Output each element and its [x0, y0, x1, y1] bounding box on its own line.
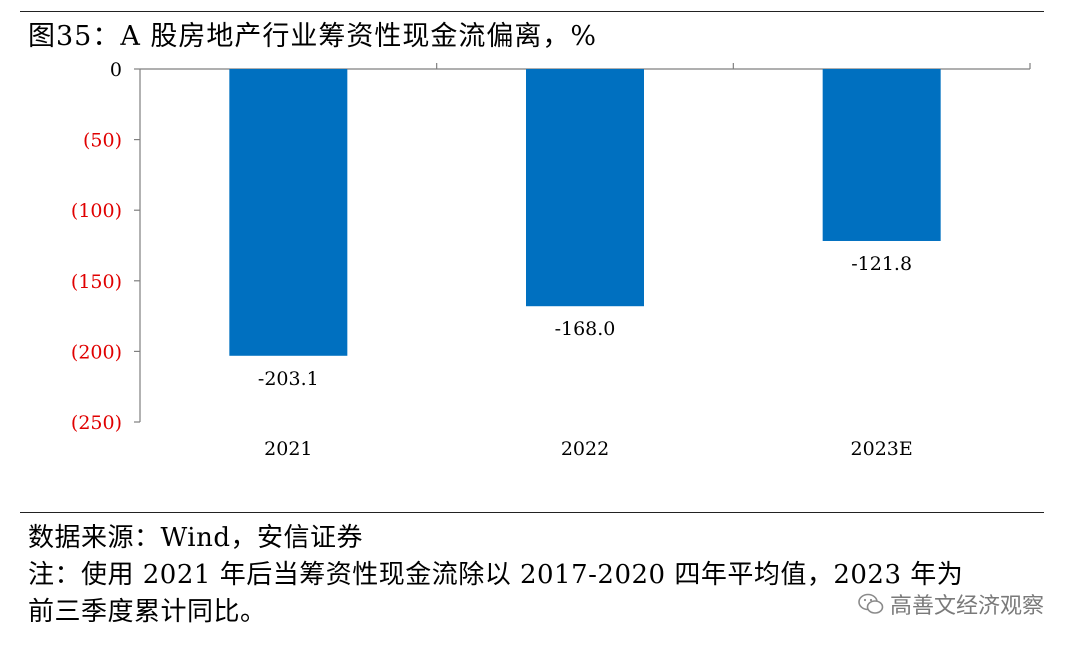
- source-text: 数据来源：Wind，安信证券: [28, 523, 363, 553]
- top-rule: [20, 11, 1044, 12]
- bar: [229, 69, 348, 356]
- data-label: -203.1: [258, 368, 319, 390]
- y-tick-label: (150): [71, 271, 122, 293]
- y-tick-label: (200): [71, 341, 122, 363]
- figure-title: 图35：A 股房地产行业筹资性现金流偏离，%: [28, 21, 598, 52]
- wechat-icon: [858, 593, 884, 614]
- bar-chart: 0 (50) (100) (150) (200) (250) -203.1 2021 -168.…: [71, 59, 1031, 460]
- watermark: 高善文经济观察: [858, 588, 1044, 620]
- bar: [822, 69, 941, 241]
- x-tick-label: 2023E: [851, 438, 913, 460]
- middle-rule: [20, 512, 1044, 513]
- note-line-2: 前三季度累计同比。: [28, 597, 267, 627]
- x-tick-label: 2021: [264, 438, 312, 460]
- y-tick-label: 0: [110, 59, 122, 81]
- y-tick-label: (50): [83, 130, 122, 152]
- data-label: -168.0: [555, 318, 616, 340]
- y-tick-label: (250): [71, 412, 122, 434]
- y-tick-label: (100): [71, 200, 122, 222]
- note-line-1: 注：使用 2021 年后当筹资性现金流除以 2017-2020 四年平均值，20…: [28, 560, 964, 590]
- data-label: -121.8: [851, 253, 912, 275]
- x-tick-label: 2022: [561, 438, 609, 460]
- watermark-text: 高善文经济观察: [889, 594, 1044, 619]
- bar: [526, 69, 644, 307]
